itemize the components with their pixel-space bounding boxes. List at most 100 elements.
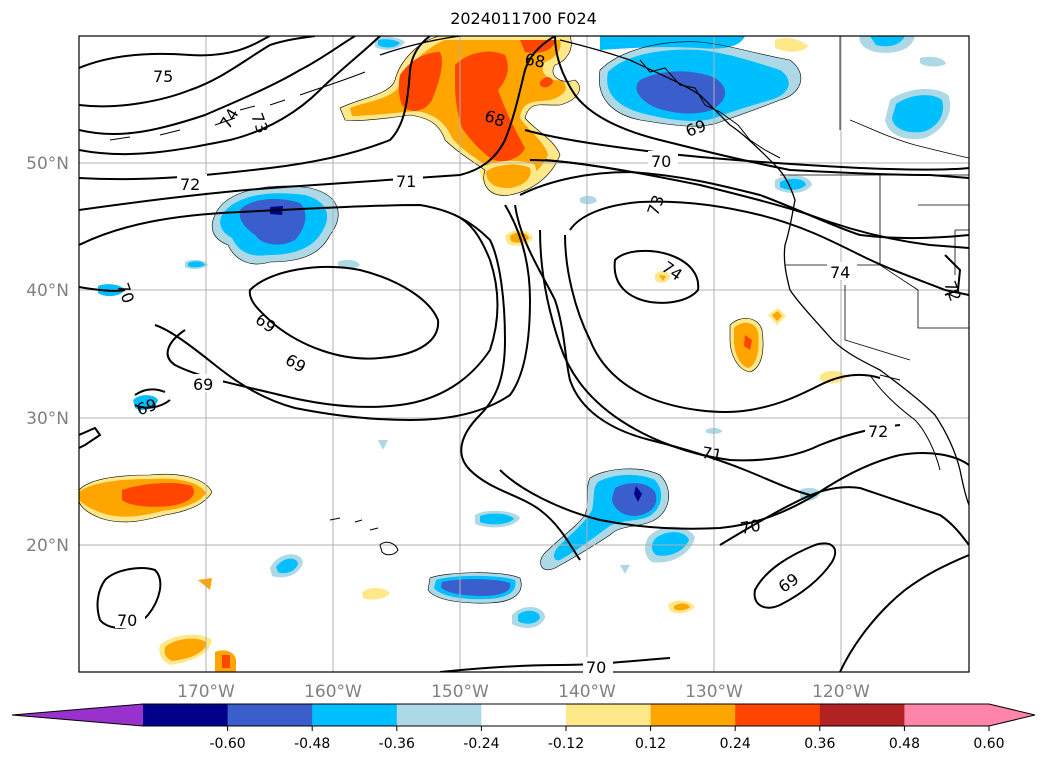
- contour-label: 69: [775, 569, 803, 596]
- lat-label: 40°N: [26, 281, 69, 301]
- contour-line: [544, 159, 969, 249]
- contour-label: 70: [113, 280, 138, 306]
- contour-line: [944, 254, 962, 296]
- colorbar-tick-label: -0.36: [379, 736, 415, 752]
- shaded-negative-region: [378, 39, 400, 48]
- contour-line: [839, 554, 969, 672]
- contour-line: [569, 200, 969, 296]
- shaded-positive-region: [198, 578, 212, 590]
- shaded-outline: [729, 318, 764, 373]
- shaded-positive-region: [820, 370, 846, 384]
- lon-label: 140°W: [558, 682, 616, 702]
- contour-line: [519, 170, 969, 240]
- shaded-outline: [427, 572, 522, 604]
- shaded-outline: [598, 41, 802, 127]
- colorbar-tick-label: 0.12: [635, 736, 666, 752]
- shaded-negative-region: [612, 483, 657, 516]
- shaded-positive-region: [659, 275, 666, 281]
- mexico-coast: [869, 374, 941, 471]
- contour-line: [79, 286, 126, 292]
- longitude-labels: 170°W 160°W 150°W 140°W 130°W 120°W: [177, 682, 870, 702]
- shaded-negative-region: [276, 558, 298, 574]
- contour-line: [134, 388, 171, 409]
- colorbar-tick-label: -0.60: [209, 736, 245, 752]
- colorbar-tick-label: 0.48: [889, 736, 920, 752]
- contour-line: [539, 229, 901, 462]
- shaded-negative-region: [480, 513, 514, 525]
- gridlines: [79, 36, 969, 672]
- lat-label: 30°N: [26, 409, 69, 429]
- shaded-positive-region: [362, 587, 390, 600]
- contour-line: [439, 657, 671, 672]
- contour-line: [248, 265, 440, 360]
- colorbar-segment: [735, 704, 821, 726]
- colorbar-outline: [11, 703, 1036, 727]
- lon-label: 130°W: [685, 682, 743, 702]
- shaded-outline: [540, 468, 669, 570]
- colorbar-segment: [566, 704, 652, 726]
- lon-label: 170°W: [177, 682, 235, 702]
- shaded-negative-region: [188, 261, 205, 268]
- contour-label: 72: [940, 278, 965, 304]
- colorbar-segment: [819, 704, 905, 726]
- contour-line: [79, 36, 556, 211]
- contour-line: [554, 36, 969, 179]
- contour-label: 69: [282, 350, 309, 377]
- shaded-negative-region: [378, 440, 388, 450]
- contour-line: [79, 36, 356, 135]
- plot-frame: [78, 35, 970, 673]
- shaded-positive-region: [674, 603, 690, 611]
- state-border: [780, 36, 969, 361]
- coastline-layer: [109, 36, 969, 556]
- contour-line: [719, 486, 969, 546]
- contour-label: 70: [739, 516, 762, 538]
- shaded-negative-region: [892, 95, 944, 133]
- colorbar-tick-label: 0.36: [804, 736, 835, 752]
- contour-label: 74: [830, 263, 850, 282]
- contour-label: 69: [252, 310, 280, 337]
- alaska-islands: [109, 71, 366, 141]
- shaded-negative-region: [600, 36, 745, 50]
- shaded-positive-region: [744, 335, 752, 350]
- shaded-positive-region: [122, 483, 194, 507]
- shaded-negative-region: [518, 610, 540, 624]
- shaded-negative-region: [580, 195, 597, 205]
- shaded-negative-region: [870, 36, 905, 47]
- contour-label: 72: [868, 422, 888, 441]
- shaded-negative-region: [636, 71, 726, 114]
- shaded-outline: [79, 474, 213, 523]
- shaded-positive-region: [222, 655, 230, 668]
- north-america-coastline: [379, 36, 969, 506]
- shaded-negative-region: [920, 56, 946, 67]
- colorbar-extend-min: [12, 704, 143, 726]
- contour-label: 70: [586, 658, 606, 677]
- contour-line: [96, 567, 162, 629]
- colorbar-tick-label: -0.48: [294, 736, 330, 752]
- contour-line: [79, 426, 102, 449]
- shaded-negative-region: [634, 486, 642, 502]
- shaded-positive-region: [486, 164, 531, 189]
- latitude-labels: 50°N 40°N 30°N 20°N: [26, 154, 69, 556]
- contour-label: 68: [523, 50, 546, 72]
- colorbar: -0.60 -0.48 -0.36 -0.24 -0.12 0.12 0.24 0.36 0.4…: [11, 703, 1036, 752]
- shaded-positive-region: [775, 38, 808, 52]
- contour-line: [524, 129, 969, 171]
- shaded-positive-region: [164, 638, 207, 661]
- contour-label: 71: [700, 443, 723, 465]
- colorbar-segment: [143, 704, 229, 726]
- contour-label: 69: [193, 375, 213, 394]
- bc-coast-islands: [639, 59, 781, 159]
- contour-label: 73: [643, 192, 668, 218]
- colorbar-segment: [312, 704, 398, 726]
- contour-line: [499, 452, 969, 530]
- colorbar-tick-label: -0.24: [463, 736, 499, 752]
- lon-label: 120°W: [812, 682, 870, 702]
- colorbar-tick-label: 0.60: [973, 736, 1004, 752]
- colorbar-segment: [396, 704, 482, 726]
- colorbar-segment: [481, 704, 567, 726]
- lon-label: 150°W: [431, 682, 489, 702]
- contour-line: [79, 203, 581, 561]
- contour-line: [753, 542, 837, 609]
- contour-label: 70: [651, 152, 671, 171]
- contour-line: [154, 204, 532, 422]
